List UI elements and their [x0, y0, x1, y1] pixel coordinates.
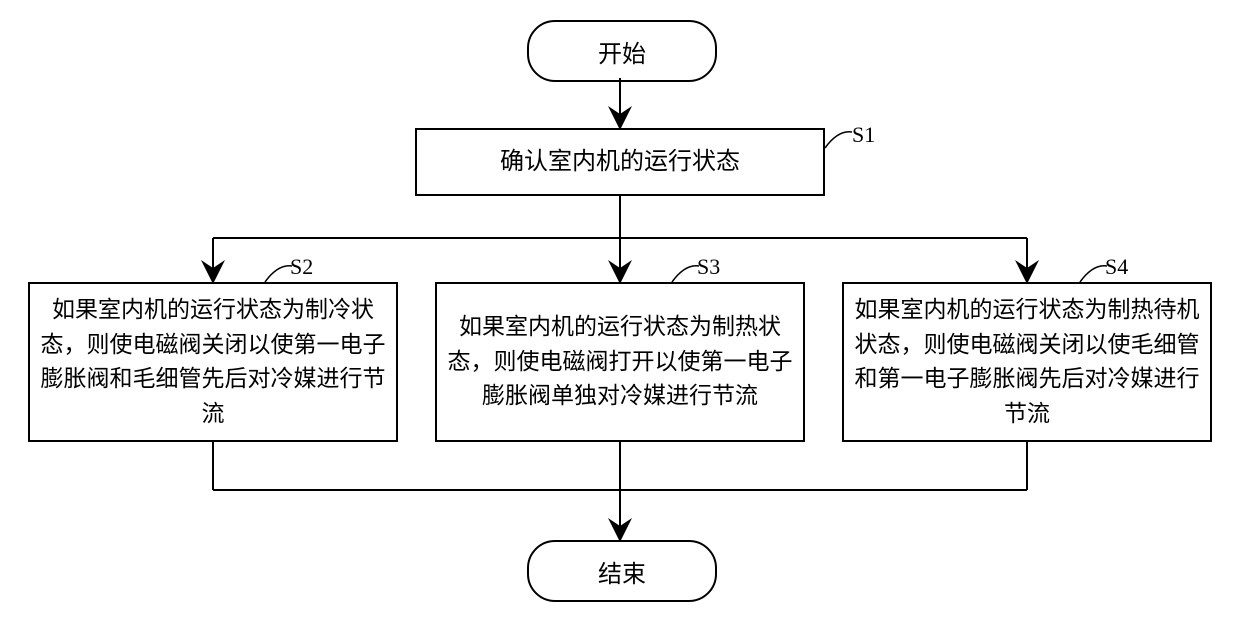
leader-s4 — [1080, 266, 1107, 282]
node-start: 开始 — [527, 20, 717, 82]
node-end-text: 结束 — [598, 554, 646, 589]
label-s2: S2 — [290, 254, 313, 280]
node-s3-text: 如果室内机的运行状态为制热状态，则使电磁阀打开以使第一电子膨胀阀单独对冷媒进行节… — [441, 310, 799, 414]
node-start-text: 开始 — [598, 34, 646, 69]
node-s1: 确认室内机的运行状态 — [415, 128, 825, 196]
node-s2-text: 如果室内机的运行状态为制冷状态，则使电磁阀关闭以使第一电子膨胀阀和毛细管先后对冷… — [34, 293, 392, 431]
node-s4: 如果室内机的运行状态为制热待机状态，则使电磁阀关闭以使毛细管和第一电子膨胀阀先后… — [842, 282, 1212, 442]
leader-s1 — [825, 132, 852, 148]
node-s2: 如果室内机的运行状态为制冷状态，则使电磁阀关闭以使第一电子膨胀阀和毛细管先后对冷… — [28, 282, 398, 442]
label-s4: S4 — [1105, 254, 1128, 280]
label-s3: S3 — [697, 254, 720, 280]
node-s3: 如果室内机的运行状态为制热状态，则使电磁阀打开以使第一电子膨胀阀单独对冷媒进行节… — [435, 282, 805, 442]
leader-s2 — [265, 266, 292, 282]
leader-s3 — [672, 266, 699, 282]
label-s1: S1 — [852, 122, 875, 148]
flowchart-canvas: 开始 确认室内机的运行状态 如果室内机的运行状态为制冷状态，则使电磁阀关闭以使第… — [0, 0, 1240, 642]
node-end: 结束 — [527, 540, 717, 602]
node-s4-text: 如果室内机的运行状态为制热待机状态，则使电磁阀关闭以使毛细管和第一电子膨胀阀先后… — [848, 293, 1206, 431]
node-s1-text: 确认室内机的运行状态 — [500, 144, 740, 180]
